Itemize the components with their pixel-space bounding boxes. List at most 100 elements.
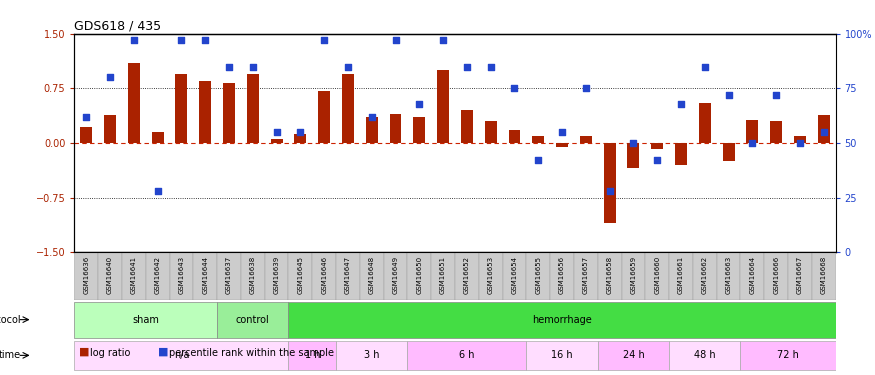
- Bar: [408, 341, 527, 370]
- Bar: [461, 110, 472, 143]
- Bar: [818, 115, 829, 143]
- Bar: [746, 120, 759, 143]
- Bar: [193, 252, 217, 300]
- Bar: [176, 74, 187, 143]
- Bar: [455, 252, 479, 300]
- Text: GSM16645: GSM16645: [298, 256, 304, 294]
- Text: GSM16651: GSM16651: [440, 256, 446, 294]
- Bar: [669, 341, 740, 370]
- Bar: [527, 341, 598, 370]
- Point: [555, 129, 569, 135]
- Point: [436, 37, 450, 43]
- Bar: [247, 74, 259, 143]
- Text: GSM16666: GSM16666: [774, 256, 779, 294]
- Bar: [408, 252, 431, 300]
- Bar: [413, 117, 425, 143]
- Bar: [312, 252, 336, 300]
- Bar: [318, 90, 330, 143]
- Bar: [270, 139, 283, 143]
- Bar: [170, 252, 193, 300]
- Bar: [574, 252, 598, 300]
- Text: 72 h: 72 h: [777, 350, 799, 360]
- Text: GSM16655: GSM16655: [536, 256, 542, 294]
- Text: GSM16649: GSM16649: [393, 256, 398, 294]
- Point: [460, 63, 474, 69]
- Bar: [532, 136, 544, 143]
- Bar: [336, 252, 360, 300]
- Bar: [80, 127, 92, 143]
- Bar: [146, 252, 170, 300]
- Bar: [217, 302, 289, 338]
- Text: GSM16656: GSM16656: [559, 256, 565, 294]
- Text: ■: ■: [158, 346, 168, 356]
- Point: [103, 74, 117, 80]
- Point: [746, 140, 760, 146]
- Bar: [717, 252, 740, 300]
- Text: GSM16644: GSM16644: [202, 256, 208, 294]
- Text: percentile rank within the sample: percentile rank within the sample: [169, 348, 334, 358]
- Bar: [223, 83, 235, 143]
- Bar: [289, 252, 312, 300]
- Text: GSM16663: GSM16663: [725, 256, 732, 294]
- Point: [816, 129, 830, 135]
- Bar: [675, 143, 687, 165]
- Bar: [604, 143, 616, 223]
- Bar: [598, 341, 669, 370]
- Point: [507, 86, 522, 92]
- Bar: [621, 252, 646, 300]
- Text: GSM16664: GSM16664: [749, 256, 755, 294]
- Text: GSM16658: GSM16658: [606, 256, 612, 294]
- Text: 16 h: 16 h: [551, 350, 573, 360]
- Bar: [74, 302, 217, 338]
- Text: GSM16662: GSM16662: [702, 256, 708, 294]
- Point: [531, 158, 545, 164]
- Text: GSM16650: GSM16650: [416, 256, 423, 294]
- Text: GSM16667: GSM16667: [797, 256, 803, 294]
- Text: GSM16652: GSM16652: [464, 256, 470, 294]
- Text: 6 h: 6 h: [459, 350, 474, 360]
- Text: ■: ■: [79, 346, 89, 356]
- Text: control: control: [236, 315, 270, 325]
- Point: [388, 37, 402, 43]
- Bar: [764, 252, 788, 300]
- Point: [365, 114, 379, 120]
- Bar: [342, 74, 354, 143]
- Bar: [294, 134, 306, 143]
- Bar: [550, 252, 574, 300]
- Bar: [366, 117, 378, 143]
- Bar: [217, 252, 241, 300]
- Point: [127, 37, 141, 43]
- Bar: [580, 136, 592, 143]
- Point: [674, 100, 688, 106]
- Bar: [360, 252, 383, 300]
- Text: GDS618 / 435: GDS618 / 435: [74, 20, 162, 33]
- Bar: [556, 143, 568, 147]
- Text: GSM16637: GSM16637: [226, 256, 232, 294]
- Text: GSM16661: GSM16661: [678, 256, 684, 294]
- Point: [603, 188, 617, 194]
- Point: [341, 63, 355, 69]
- Point: [222, 63, 236, 69]
- Text: GSM16641: GSM16641: [131, 256, 136, 294]
- Text: 24 h: 24 h: [622, 350, 644, 360]
- Bar: [74, 252, 98, 300]
- Bar: [128, 63, 140, 143]
- Point: [579, 86, 593, 92]
- Text: GSM16640: GSM16640: [107, 256, 113, 294]
- Bar: [651, 143, 663, 149]
- Bar: [669, 252, 693, 300]
- Bar: [812, 252, 836, 300]
- Bar: [336, 341, 408, 370]
- Text: GSM16653: GSM16653: [487, 256, 493, 294]
- Bar: [527, 252, 550, 300]
- Text: 1 h: 1 h: [304, 350, 320, 360]
- Bar: [485, 121, 497, 143]
- Bar: [289, 302, 836, 338]
- Bar: [122, 252, 146, 300]
- Text: GSM16659: GSM16659: [630, 256, 636, 294]
- Bar: [598, 252, 621, 300]
- Bar: [431, 252, 455, 300]
- Bar: [508, 130, 521, 143]
- Bar: [699, 103, 710, 143]
- Text: GSM16639: GSM16639: [274, 256, 280, 294]
